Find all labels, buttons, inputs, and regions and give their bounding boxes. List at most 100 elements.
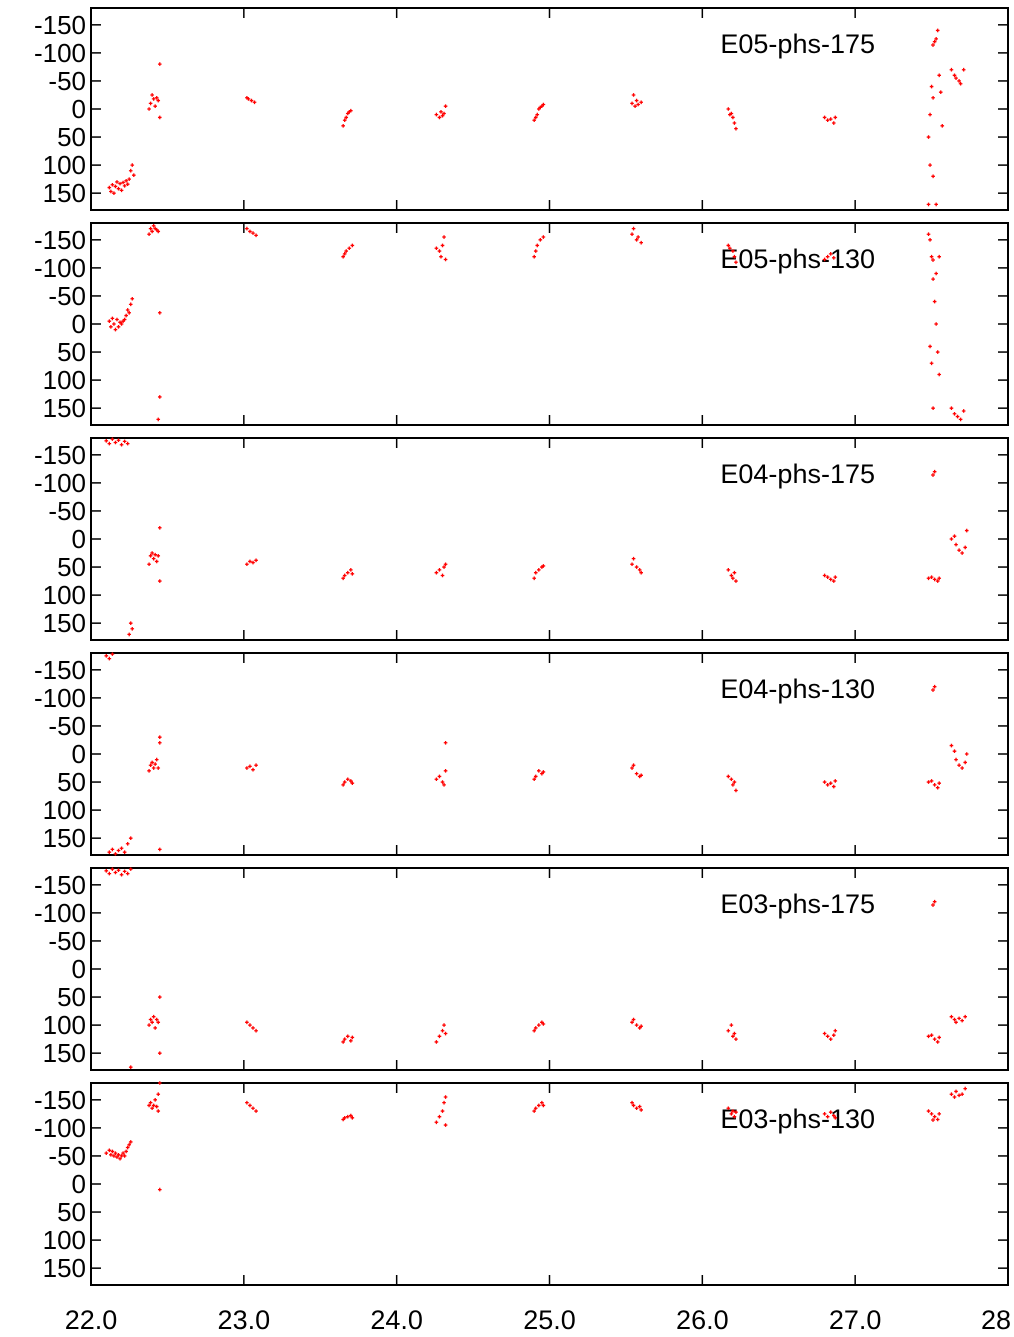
- data-point: [342, 1037, 347, 1041]
- data-point: [631, 93, 636, 97]
- data-point: [156, 229, 161, 234]
- data-point: [434, 1040, 439, 1044]
- data-point: [151, 97, 156, 101]
- data-point: [151, 556, 156, 561]
- data-point: [949, 1092, 954, 1097]
- data-point: [124, 313, 128, 318]
- y-tick-label: 50: [57, 982, 86, 1012]
- data-point: [929, 1033, 934, 1038]
- data-point: [934, 37, 938, 41]
- data-point: [443, 1095, 448, 1099]
- data-point: [443, 769, 448, 773]
- data-point: [957, 1016, 961, 1021]
- data-point: [122, 317, 127, 322]
- x-tick-label: 23.0: [218, 1305, 271, 1332]
- data-point: [156, 554, 161, 558]
- data-point: [532, 1028, 537, 1033]
- data-point: [929, 575, 934, 579]
- data-point: [251, 231, 255, 235]
- data-point: [541, 564, 546, 568]
- data-point: [248, 229, 252, 234]
- data-point: [349, 568, 353, 572]
- y-tick-label: 0: [72, 309, 86, 339]
- data-point: [127, 1142, 132, 1147]
- data-point: [439, 254, 443, 259]
- data-point: [147, 1023, 151, 1027]
- y-tick-label: 0: [72, 739, 86, 769]
- data-point: [931, 174, 935, 179]
- data-point: [937, 254, 942, 259]
- data-point: [349, 1039, 353, 1043]
- data-point: [251, 1026, 255, 1030]
- data-point: [437, 1034, 442, 1039]
- data-point: [926, 1109, 931, 1113]
- data-point: [634, 771, 639, 776]
- data-point: [115, 180, 119, 184]
- data-point: [928, 112, 932, 117]
- data-point: [634, 565, 639, 569]
- data-point: [443, 1123, 448, 1127]
- data-point: [952, 534, 957, 538]
- data-point: [350, 1115, 355, 1120]
- data-point: [726, 568, 731, 572]
- data-point: [935, 1117, 940, 1122]
- data-point: [822, 257, 827, 262]
- data-point: [245, 1020, 249, 1025]
- data-point: [731, 576, 735, 581]
- data-point: [532, 118, 537, 123]
- data-point: [825, 1114, 830, 1119]
- y-tick-label: 50: [57, 1197, 86, 1227]
- data-point: [929, 254, 934, 259]
- data-point: [639, 1024, 643, 1029]
- data-point: [963, 760, 968, 765]
- data-point: [729, 1023, 734, 1027]
- data-point: [121, 180, 125, 185]
- y-tick-label: 100: [43, 365, 86, 395]
- data-point: [639, 773, 643, 778]
- data-point: [118, 181, 122, 186]
- data-point: [153, 552, 157, 557]
- data-point: [731, 783, 735, 787]
- data-point: [926, 1034, 931, 1039]
- data-point: [443, 740, 448, 745]
- data-point: [822, 115, 827, 120]
- data-point: [113, 440, 118, 445]
- data-point: [634, 238, 639, 242]
- data-point: [533, 115, 538, 120]
- data-point: [154, 559, 159, 564]
- data-point: [734, 1037, 738, 1041]
- data-point: [633, 104, 637, 108]
- data-point: [828, 577, 833, 582]
- y-tick-label: -50: [48, 926, 86, 956]
- data-point: [732, 1114, 737, 1119]
- data-point: [157, 740, 162, 745]
- data-point: [731, 249, 735, 253]
- data-point: [112, 1154, 116, 1158]
- data-point: [934, 322, 938, 326]
- data-point: [440, 573, 445, 578]
- data-point: [630, 1020, 634, 1025]
- data-point: [929, 1112, 934, 1116]
- data-point: [726, 243, 731, 248]
- data-point: [128, 302, 133, 307]
- data-point: [931, 406, 935, 410]
- data-point: [729, 111, 734, 116]
- data-point: [957, 79, 961, 83]
- data-point: [732, 780, 737, 784]
- data-point: [949, 67, 954, 72]
- data-point: [963, 545, 968, 550]
- data-point: [248, 764, 252, 769]
- data-point: [349, 779, 353, 783]
- data-point: [350, 781, 355, 785]
- y-tick-label: -100: [34, 683, 86, 713]
- data-point: [341, 124, 345, 128]
- data-point: [157, 115, 162, 120]
- data-point: [734, 579, 738, 583]
- x-tick-label: 28: [981, 1305, 1011, 1332]
- y-tick-label: 0: [72, 1169, 86, 1199]
- data-point: [148, 1100, 153, 1105]
- data-point: [828, 1037, 833, 1041]
- data-point: [125, 308, 130, 312]
- data-point: [151, 1014, 156, 1019]
- data-point: [932, 39, 937, 44]
